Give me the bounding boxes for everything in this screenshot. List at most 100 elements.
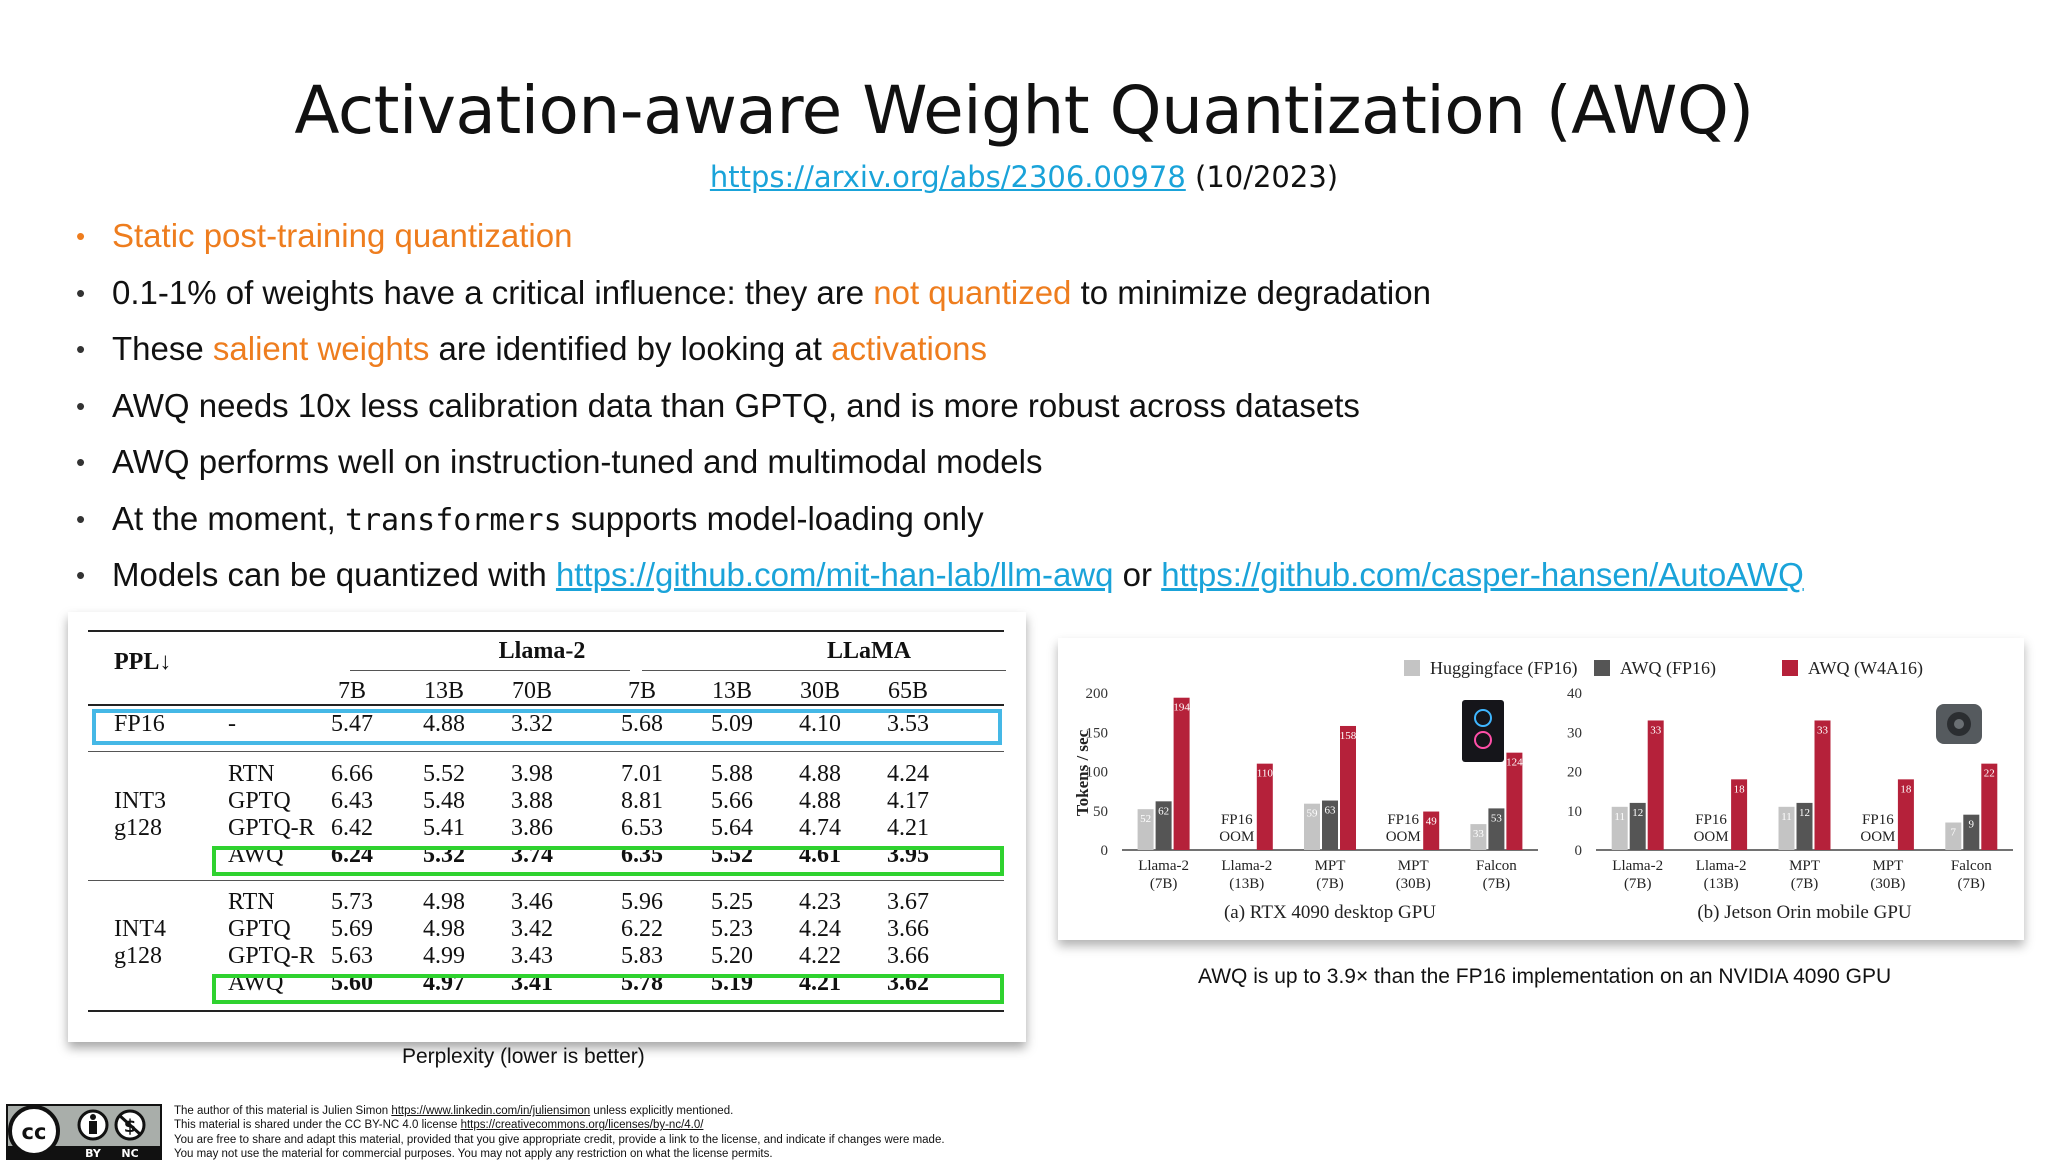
cc-by-nc-badge-icon: cc $ BY NC [6,1104,162,1160]
table-cell: 5.48 [423,788,465,814]
table-cell: 5.64 [711,815,753,841]
legend-label: AWQ (FP16) [1620,658,1716,679]
bullet-text: AWQ performs well on instruction-tuned a… [112,443,1043,480]
bullet-text: Static post-training quantization [112,217,573,254]
column-header: 70B [511,678,552,704]
table-rule [350,670,630,671]
method-label: GPTQ [228,916,291,942]
table-group-header: LLaMA [827,638,911,664]
footer-text: The author of this material is Julien Si… [174,1105,392,1117]
column-header: 65B [887,678,928,704]
method-label: GPTQ-R [228,943,315,969]
table-cell: 5.52 [423,761,465,787]
code-snippet: transformers [344,502,562,538]
bullet-text: Models can be quantized with [112,556,556,593]
table-cell: 6.66 [331,761,373,787]
table-cell: 5.88 [711,761,753,787]
x-tick-label: (13B) [1704,876,1739,892]
table-cell: 6.43 [331,788,373,814]
table-cell: 3.42 [511,916,553,942]
x-tick-label: (7B) [1150,876,1178,892]
bullet-text: to minimize degradation [1071,273,1431,311]
bullet-text: These [112,330,213,367]
bar [1647,720,1664,850]
bar [1340,725,1356,850]
table-group-header: Llama-2 [498,638,586,664]
table-cell: 4.10 [799,711,841,737]
y-tick-label: 0 [1575,843,1583,859]
bar-value-label: 11 [1781,811,1792,823]
bar-value-label: 12 [1632,807,1643,819]
by-person-head [90,1114,96,1120]
bar-value-label: 194 [1173,702,1190,714]
arxiv-link[interactable]: https://arxiv.org/abs/2306.00978 [709,160,1186,194]
bullet-text: AWQ needs 10x less calibration data than… [112,386,1360,424]
x-tick-label: (30B) [1870,876,1905,892]
table-cell: 5.73 [331,889,373,915]
bar-value-label: 62 [1158,805,1169,817]
x-tick-label: MPT [1789,858,1820,874]
table-rule [88,704,1004,706]
table-cell: 3.46 [511,889,553,915]
bullet-highlight: not quantized [873,273,1072,311]
table-cell: 5.25 [711,889,753,915]
footer-text: unless explicitly mentioned. [590,1105,734,1117]
oom-annotation: FP16 [1221,812,1253,828]
bullet-text: At the moment, [112,499,345,537]
table-cell: 4.88 [423,711,465,737]
bar [1731,779,1748,850]
table-cell: 4.98 [423,889,465,915]
perplexity-table-image: PPL↓ Llama-2 LLaMA 7B 13B 70B 7B 13B 30B 65B F… [68,612,1026,1042]
cc-glyph-icon: cc [22,1120,47,1144]
table-rule [88,880,1004,881]
table-rule [88,1010,1004,1012]
autoawq-link[interactable]: https://github.com/casper-hansen/AutoAWQ [1161,556,1804,593]
table-cell: 6.42 [331,815,373,841]
bar [1322,800,1338,850]
table-cell: 4.21 [887,815,929,841]
int4-group-label: g128 [114,943,162,969]
table-cell: 3.98 [511,761,553,787]
bar [1173,697,1190,850]
legend-swatch [1404,660,1420,676]
bullet-item: • Static post-training quantization [76,208,2016,265]
bar-value-label: 9 [1969,819,1975,831]
x-tick-label: (7B) [1791,876,1819,892]
bullet-dot-icon: • [76,221,86,251]
bar [1488,808,1505,850]
footer-line: The author of this material is Julien Si… [174,1104,945,1118]
y-tick-label: 50 [1093,804,1108,820]
table-rule [642,670,1006,671]
table-cell: 5.47 [331,711,373,737]
oom-annotation: FP16 [1695,812,1727,828]
fp16-method: - [228,711,236,737]
table-cell: 3.88 [511,788,553,814]
table-cell: 4.98 [423,916,465,942]
table-cell: 3.53 [887,711,929,737]
table-cell: 4.99 [423,943,465,969]
table-cell: 3.86 [511,815,553,841]
column-header: 7B [627,678,656,704]
paper-reference: https://arxiv.org/abs/2306.00978 (10/202… [0,160,2048,194]
subplot-title: (a) RTX 4090 desktop GPU [1224,902,1436,923]
bar [1506,752,1523,850]
y-tick-label: 150 [1086,725,1109,741]
oom-annotation: FP16 [1862,812,1894,828]
x-tick-label: (30B) [1396,876,1431,892]
legend-swatch [1594,660,1610,676]
table-cell: 5.20 [711,943,753,969]
badge-nc-label: NC [121,1147,138,1160]
table-rule [88,630,1004,632]
column-header: 13B [423,678,464,704]
llm-awq-link[interactable]: https://github.com/mit-han-lab/llm-awq [555,556,1114,593]
table-cell: 5.66 [711,788,753,814]
bar-value-label: 49 [1426,816,1438,828]
bullet-item: • At the moment, transformers supports m… [76,491,2016,548]
table-corner-label: PPL↓ [114,649,172,675]
table-cell: 5.09 [711,711,753,737]
int3-label: INT3 [114,788,166,814]
linkedin-link[interactable]: https://www.linkedin.com/in/juliensimon [391,1105,591,1117]
license-link[interactable]: https://creativecommons.org/licenses/by-… [460,1119,704,1132]
bar [1945,822,1962,850]
bar [1897,779,1914,850]
